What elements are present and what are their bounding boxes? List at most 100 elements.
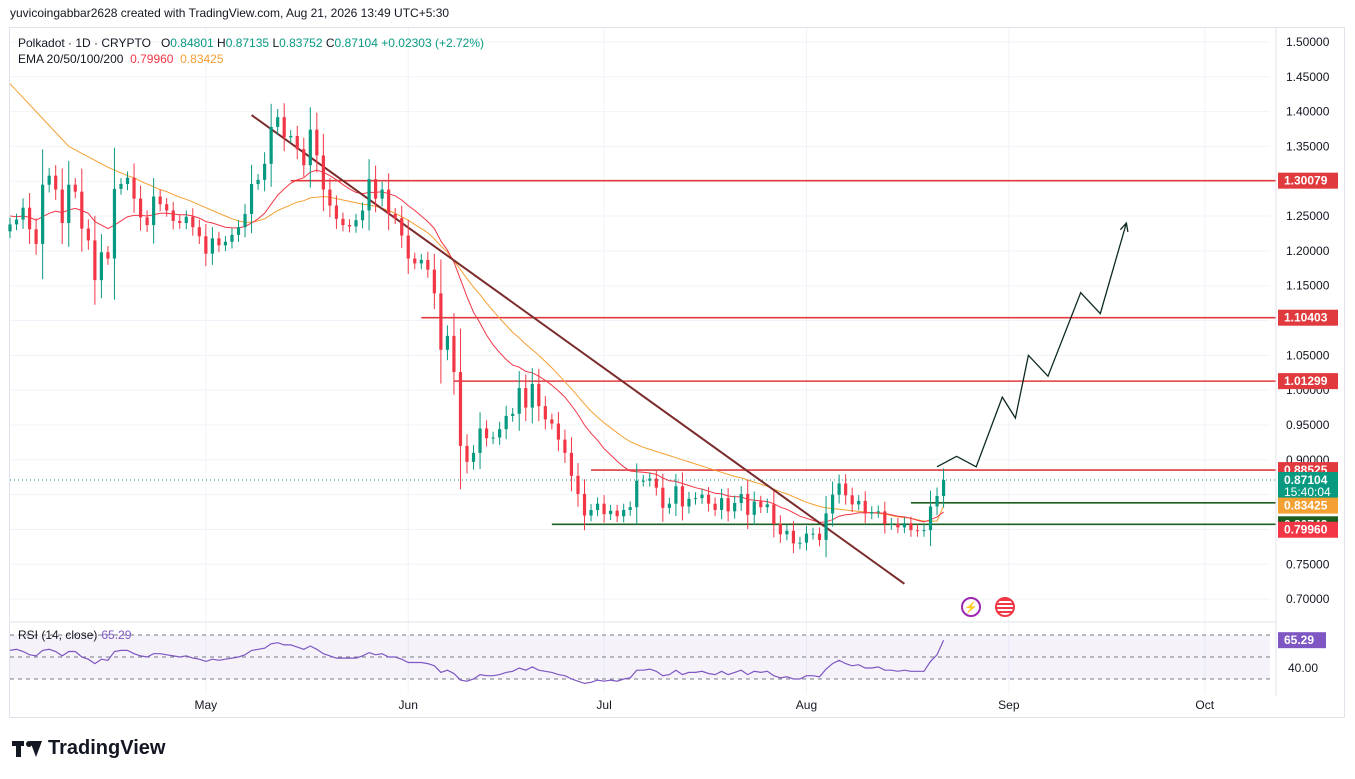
price-tick-label: 1.15000 [1286, 279, 1330, 293]
candle-body [217, 238, 221, 246]
candle-body [648, 478, 652, 481]
ema-fast-line [9, 169, 944, 524]
candle-body [54, 175, 58, 190]
candle-body [419, 259, 423, 264]
level-tag-label: 1.10403 [1284, 311, 1328, 325]
candle-body [811, 533, 815, 535]
price-tick-label: 1.50000 [1286, 35, 1330, 49]
rsi-tag-label: 65.29 [1284, 633, 1314, 647]
price-tag-label: 0.79960 [1284, 523, 1328, 537]
rsi-band [10, 634, 1270, 680]
candle-body [367, 179, 371, 211]
projection-arrowhead [1119, 221, 1129, 232]
candle-body [347, 225, 352, 227]
candle-body [733, 502, 737, 512]
candle-body [720, 498, 724, 510]
candle-body [563, 439, 567, 453]
candle-body [635, 480, 639, 508]
candle-body [752, 501, 756, 515]
candle-body [543, 406, 547, 420]
price-tick-label: 0.70000 [1286, 592, 1330, 606]
candle-body [27, 207, 32, 230]
candle-body [524, 388, 528, 408]
candle-body [230, 234, 234, 242]
candle-body [693, 498, 698, 500]
level-tag-label: 1.01299 [1284, 374, 1328, 388]
candle-body [622, 509, 626, 517]
time-tick-label: Aug [796, 698, 817, 712]
candle-body [837, 483, 841, 495]
ema-lines [9, 83, 945, 524]
candle-body [282, 117, 286, 138]
candle-body [67, 184, 71, 224]
time-tick-label: Sep [998, 698, 1020, 712]
candle-body [498, 429, 502, 438]
candle-body [609, 510, 613, 515]
time-tick-label: May [195, 698, 218, 712]
candle-body [125, 177, 130, 185]
high-label: H [217, 36, 226, 50]
candle-body [850, 495, 854, 505]
candle-body [654, 478, 658, 488]
rsi-tag-bg [1278, 632, 1326, 649]
rsi-label: RSI (14, close) [18, 628, 98, 642]
author-line: yuvicoingabbar2628 created with TradingV… [10, 6, 450, 20]
candle-body [14, 219, 19, 225]
level-tag-label: 1.30079 [1284, 174, 1328, 188]
candle-body [471, 452, 476, 462]
candle-body [223, 241, 228, 246]
trendline-group [250, 114, 905, 585]
candle-body [8, 224, 12, 232]
change-value: +0.02303 (+2.72%) [381, 36, 485, 50]
ema-slow-line [9, 83, 945, 522]
candle-body [269, 126, 273, 164]
candle-body [844, 483, 848, 496]
ema-label: EMA 20/50/100/200 [18, 52, 124, 66]
candle-body [667, 503, 671, 508]
candle-body [204, 236, 208, 254]
candle-body [373, 179, 378, 199]
candle-body [112, 188, 117, 259]
candle-body [772, 504, 776, 524]
price-tick-label: 1.25000 [1286, 209, 1330, 223]
symbol-legend: Polkadot · 1D · CRYPTO O0.84801 H0.87135… [18, 35, 484, 67]
price-tags: 1.300791.104031.012990.885250.838260.807… [1278, 172, 1338, 649]
candle-body [791, 530, 796, 544]
open-value: 0.84801 [170, 36, 214, 50]
lightning-icon[interactable]: ⚡ [961, 597, 981, 617]
candle-body [158, 196, 162, 205]
candle-body [713, 503, 717, 510]
candle-body [334, 205, 339, 219]
candle-body [902, 523, 907, 528]
candle-body [576, 475, 580, 494]
candle-body [400, 218, 404, 236]
candle-body [341, 218, 345, 226]
candle-body [387, 189, 391, 214]
candle-body [73, 184, 77, 192]
candle-body [289, 135, 293, 138]
us-flag-icon[interactable] [995, 597, 1015, 617]
candle-body [393, 213, 397, 219]
candle-body [595, 503, 600, 510]
candle-body [34, 229, 38, 244]
candle-body [413, 258, 417, 264]
open-label: O [160, 36, 171, 50]
candle-body [80, 191, 84, 229]
tradingview-logo[interactable]: TradingView [12, 737, 165, 760]
horizontal-levels [10, 179, 1276, 526]
price-tick-label: 1.45000 [1286, 70, 1330, 84]
candle-body [863, 500, 867, 514]
candle-body [458, 372, 463, 446]
candle-body [517, 388, 521, 414]
candle-body [210, 238, 214, 254]
level-tag-bg [1278, 172, 1338, 189]
tradingview-mark-icon [12, 740, 42, 757]
candle-body [138, 198, 143, 218]
rsi-line [9, 639, 945, 685]
candle-body [537, 383, 541, 407]
candle-body [197, 227, 201, 237]
candle-body [935, 496, 939, 507]
candle-body [765, 504, 769, 508]
rsi-legend-value: 65.29 [101, 628, 132, 642]
